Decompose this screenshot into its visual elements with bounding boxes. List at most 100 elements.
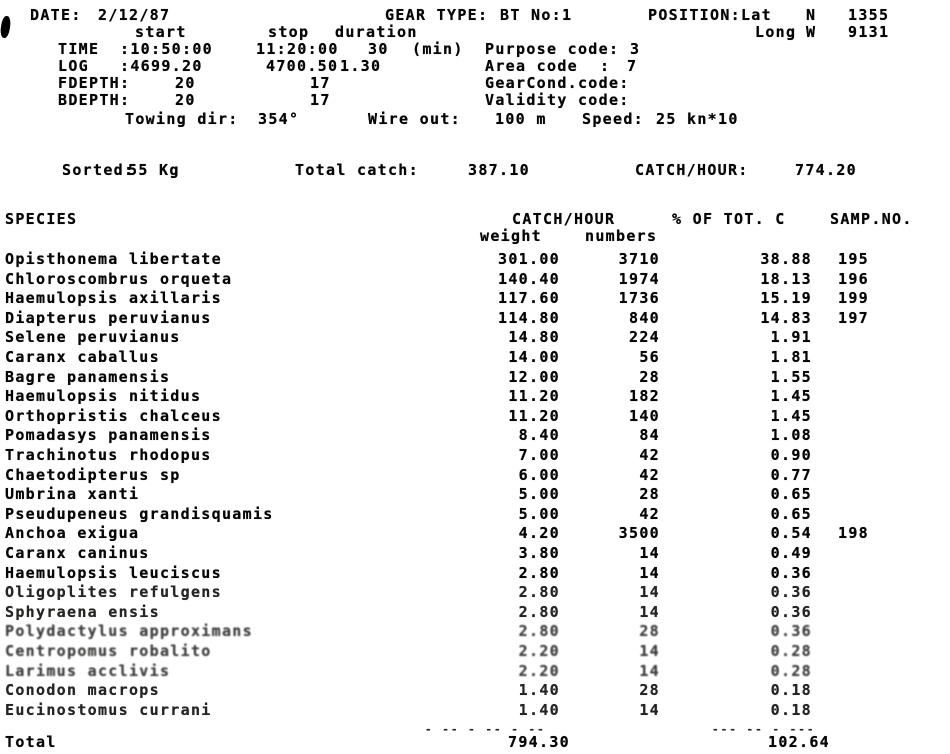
towing-dir-label: Towing dir: [125,110,239,128]
numbers-cell: 42 [639,504,660,523]
pct-cell: 0.28 [770,642,812,660]
species-row: Trachinotus rhodopus 7.00 42 0.90 [0,448,950,466]
species-name: Opisthonema libertate [5,250,222,268]
weight-cell: 4.20 [518,524,560,543]
weight-cell: 11.20 [508,387,560,406]
species-name: Caranx caballus [5,348,160,366]
validity-code-label: Validity code: [485,91,630,109]
species-row: Orthopristis chalceus 11.20 140 1.45 [0,406,950,427]
weight-total-rule: - -- - -- - -- [425,723,546,736]
species-column-header: SPECIES [5,210,78,228]
species-row: Bagre panamensis 12.00 28 1.55 [0,367,950,388]
species-name: Oligoplites refulgens [5,583,222,602]
fdepth-start-value: 20 [175,74,196,92]
area-code-label: Area code [485,57,578,75]
weight-cell: 2.20 [518,642,560,660]
long-label: Long [755,23,797,41]
weight-cell: 6.00 [518,465,560,484]
species-row: Haemulopsis leuciscus 2.80 14 0.36 [0,563,950,584]
lat-hemisphere: N [806,6,817,24]
total-weight-value: 794.30 [508,733,570,751]
weight-cell: 2.80 [518,563,560,582]
sampno-cell: 198 [838,524,869,543]
numbers-cell: 28 [639,367,660,386]
time-stop-value: 11:20:00 [256,40,339,58]
numbers-cell: 42 [639,465,660,484]
numbers-cell: 14 [639,602,660,621]
date-value: 2/12/87 [98,6,171,24]
log-duration-value: 1.30 [340,57,382,75]
species-name: Umbrina xanti [5,485,140,504]
wire-out-value: 100 m [495,110,547,128]
species-name: Haemulopsis leuciscus [5,563,222,582]
species-name: Bagre panamensis [5,367,171,386]
catch-hour-value: 774.20 [795,161,857,179]
bdepth-start-value: 20 [175,91,196,109]
numbers-cell: 14 [639,642,660,660]
weight-cell: 8.40 [518,426,560,445]
species-row: Centropomus robalito 2.20 14 0.28 [0,644,950,662]
species-name: Orthopristis chalceus [5,406,222,425]
pct-cell: 14.83 [760,308,812,327]
purpose-code-value: 3 [630,40,641,58]
species-name: Haemulopsis axillaris [5,289,222,308]
pct-cell: 1.81 [770,348,812,366]
gear-type-value: BT No:1 [500,6,573,24]
species-row: Caranx caballus 14.00 56 1.81 [0,350,950,368]
sampno-cell: 197 [838,308,869,327]
pct-cell: 38.88 [760,250,812,268]
area-code-colon: : [600,57,611,75]
species-row: Anchoa exigua 4.20 3500 0.54 198 [0,526,950,544]
pct-cell: 1.08 [770,426,812,445]
time-duration-value: 30 [368,40,389,58]
numbers-cell: 140 [629,406,660,425]
weight-cell: 2.80 [518,602,560,621]
weight-subheader: weight [480,227,542,245]
species-name: Pomadasys panamensis [5,426,212,445]
numbers-cell: 14 [639,583,660,602]
species-row: Diapterus peruvianus 114.80 840 14.83 197 [0,308,950,329]
species-row: Umbrina xanti 5.00 28 0.65 [0,487,950,505]
pct-cell: 18.13 [760,269,812,288]
date-label: DATE: [30,6,82,24]
area-code-value: 7 [627,57,638,75]
numbers-cell: 1736 [618,289,660,308]
sampno-cell: 196 [838,269,869,288]
weight-cell: 114.80 [498,308,560,327]
time-label: TIME [58,40,100,58]
species-row: Chloroscombrus orqueta 140.40 1974 18.13 196 [0,269,950,290]
species-name: Chloroscombrus orqueta [5,269,233,288]
total-pct-value: 102.64 [768,733,830,751]
catch-hour-column-header: CATCH/HOUR [512,210,616,228]
gearcond-code-label: GearCond.code: [485,74,630,92]
species-row: Conodon macrops 1.40 28 0.18 [0,683,950,701]
species-name: Sphyraena ensis [5,602,160,621]
numbers-cell: 1974 [618,269,660,288]
weight-cell: 11.20 [508,406,560,425]
numbers-cell: 84 [639,426,660,445]
weight-cell: 14.80 [508,328,560,347]
numbers-cell: 42 [639,446,660,464]
species-row: Polydactylus approximans 2.80 28 0.36 [0,624,950,642]
long-hemisphere: W [806,23,817,41]
pct-total-rule: --- -- - --- [712,723,816,736]
log-stop-value: 4700.50 [266,57,339,75]
species-row: Pseudupeneus grandisquamis 5.00 42 0.65 [0,504,950,525]
species-name: Haemulopsis nitidus [5,387,202,406]
pct-cell: 0.18 [770,700,812,719]
weight-cell: 2.80 [518,583,560,602]
species-row: Opisthonema libertate 301.00 3710 38.88 195 [0,252,950,270]
speed-value: 25 kn*10 [656,110,739,128]
sampno-cell: 199 [838,289,869,308]
pct-cell: 0.28 [770,661,812,680]
species-row: Sphyraena ensis 2.80 14 0.36 [0,602,950,623]
species-name: Conodon macrops [5,681,160,700]
species-name: Selene peruvianus [5,328,181,347]
total-label: Total [5,733,57,751]
weight-cell: 2.20 [518,661,560,680]
numbers-cell: 3500 [618,524,660,543]
long-value: 9131 [848,23,890,41]
species-row: Selene peruvianus 14.80 224 1.91 [0,330,950,348]
time-unit-label: (min) [412,40,464,58]
